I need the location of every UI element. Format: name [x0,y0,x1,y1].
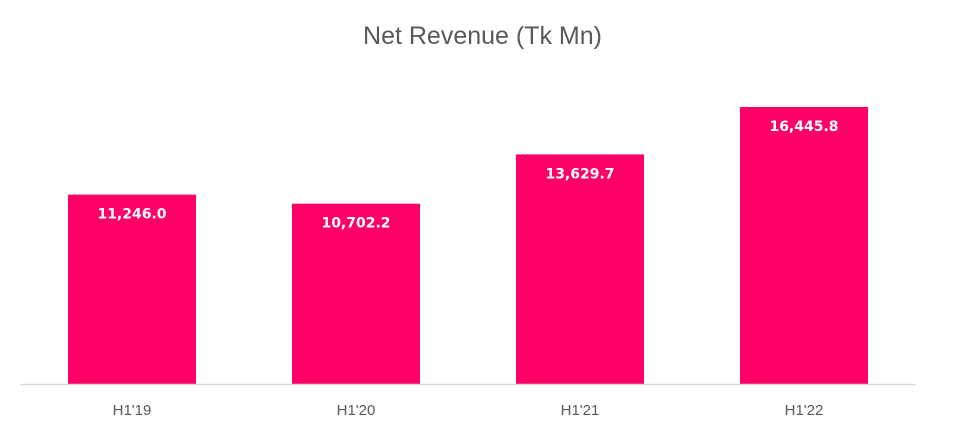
data-label-0: 11,246.0 [97,207,166,223]
data-label-2: 13,629.7 [545,166,614,182]
x-tick-label-0: H1'19 [113,402,152,419]
bar-0 [68,194,196,384]
bar-2 [516,154,644,384]
x-tick-label-3: H1'22 [785,402,824,419]
x-tick-label-1: H1'20 [337,402,376,419]
x-tick-label-2: H1'21 [561,402,600,419]
data-label-3: 16,445.8 [769,119,838,135]
bar-1 [292,203,420,384]
data-label-1: 10,702.2 [321,216,390,232]
bar-3 [740,107,868,384]
chart-title: Net Revenue (Tk Mn) [363,22,602,50]
